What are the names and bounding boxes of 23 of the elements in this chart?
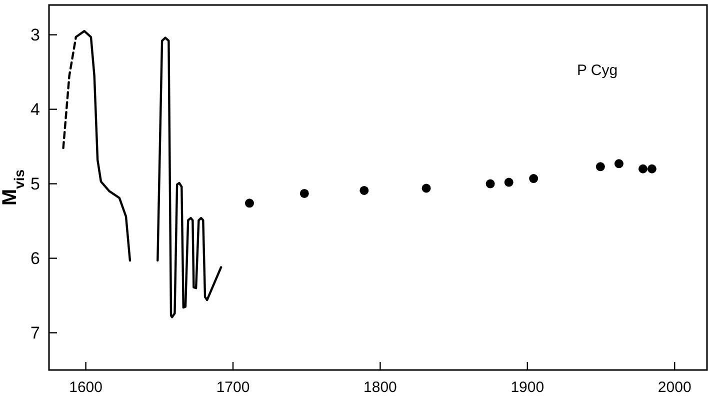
- x-tick-label: 1800: [364, 379, 397, 396]
- x-tick-label: 1700: [216, 379, 250, 396]
- y-tick-label: 5: [30, 174, 40, 194]
- x-tick-label: 1600: [69, 379, 102, 396]
- point: [596, 162, 605, 172]
- y-tick-label: 6: [30, 249, 40, 268]
- point: [504, 178, 514, 187]
- point: [614, 159, 624, 168]
- point: [300, 188, 309, 198]
- y-tick-label: 7: [30, 324, 40, 343]
- point: [638, 164, 648, 174]
- x-tick-label: 1900: [510, 379, 544, 396]
- point: [422, 184, 431, 193]
- annotation: P Cyg: [577, 62, 618, 79]
- x-tick-label: 2000: [658, 379, 692, 396]
- point: [486, 179, 495, 188]
- point: [360, 186, 369, 195]
- y-tick-label: 4: [30, 100, 40, 120]
- line-series: [156, 36, 222, 318]
- point: [647, 164, 656, 174]
- y-tick-label: 3: [30, 26, 40, 45]
- point: [244, 198, 254, 208]
- point: [529, 174, 538, 184]
